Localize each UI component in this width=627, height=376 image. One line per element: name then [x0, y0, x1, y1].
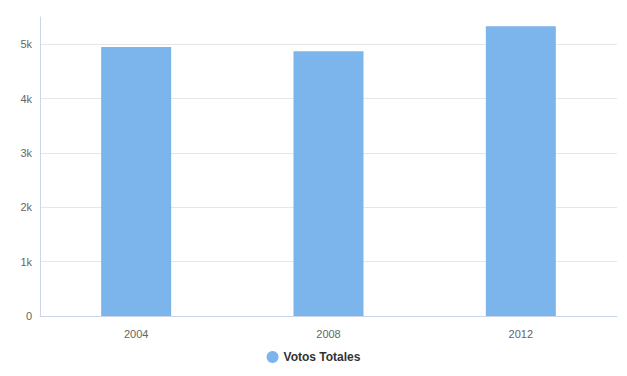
svg-text:2012: 2012: [509, 328, 533, 340]
svg-text:Votos Totales: Votos Totales: [284, 350, 361, 364]
svg-text:1k: 1k: [20, 256, 32, 268]
svg-text:3k: 3k: [20, 147, 32, 159]
svg-text:5k: 5k: [20, 38, 32, 50]
svg-text:2k: 2k: [20, 201, 32, 213]
svg-text:2004: 2004: [124, 328, 148, 340]
svg-text:0: 0: [26, 310, 32, 322]
svg-text:2008: 2008: [316, 328, 340, 340]
svg-text:4k: 4k: [20, 93, 32, 105]
